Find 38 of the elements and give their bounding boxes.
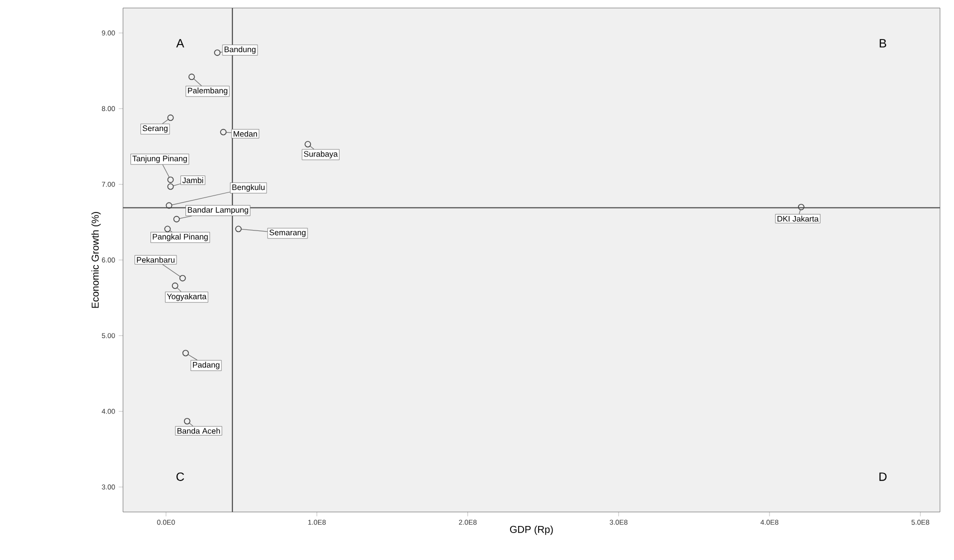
point bbox=[167, 183, 174, 190]
annotation: B bbox=[880, 39, 886, 48]
point bbox=[184, 418, 190, 424]
annotation: Banda Aceh bbox=[177, 428, 220, 434]
annotation: Pekanbaru bbox=[136, 256, 174, 263]
x-axis-title: GDP (Rp) bbox=[510, 526, 553, 535]
point bbox=[167, 176, 174, 183]
point bbox=[164, 226, 171, 232]
y-axis-title: Economic Growth (%) bbox=[91, 212, 101, 308]
annotation: Padang bbox=[192, 362, 220, 370]
annotation: Surabaya bbox=[304, 150, 338, 158]
annotation: Bandar Lampung bbox=[188, 206, 248, 214]
point bbox=[173, 216, 180, 222]
annotation: Palembang bbox=[188, 88, 228, 96]
annotation: Yogyakarta bbox=[166, 293, 207, 301]
annotation: Pangkal Pinang bbox=[152, 234, 208, 242]
annotation: A bbox=[176, 39, 184, 48]
annotation: Bengkulu bbox=[232, 184, 265, 192]
point bbox=[167, 114, 174, 121]
point bbox=[235, 226, 242, 232]
point bbox=[182, 350, 189, 356]
point bbox=[220, 128, 227, 136]
annotation: DKI Jakarta bbox=[778, 216, 819, 222]
annotation: D bbox=[879, 472, 887, 481]
point bbox=[188, 74, 195, 80]
point bbox=[166, 202, 172, 209]
annotation: Serang bbox=[142, 125, 168, 133]
annotation: C bbox=[176, 472, 184, 481]
annotation: Medan bbox=[234, 130, 257, 137]
point bbox=[798, 204, 804, 210]
annotation: Jambi bbox=[182, 177, 204, 184]
point bbox=[214, 49, 221, 56]
annotation: Semarang bbox=[269, 230, 306, 237]
point bbox=[179, 274, 186, 282]
point bbox=[304, 141, 312, 148]
annotation: Tanjung Pinang bbox=[132, 155, 187, 163]
point bbox=[172, 282, 178, 289]
annotation: Bandung bbox=[224, 46, 256, 54]
